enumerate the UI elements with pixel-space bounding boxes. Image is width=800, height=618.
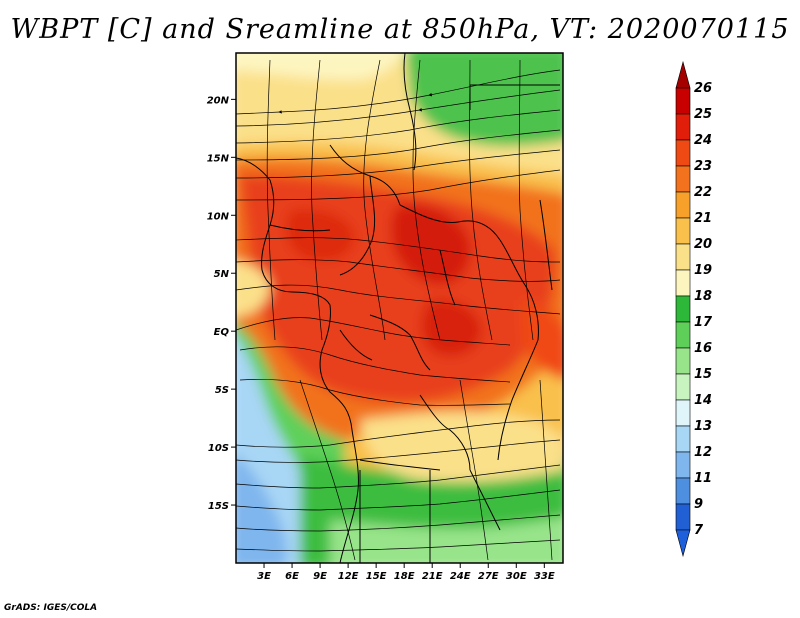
colorbar: 26 25 24 23 22 21 20 19 18 17 16 15 14 13 12 11 9 7 — [675, 60, 713, 558]
lat-tick-label: 10S — [208, 443, 229, 454]
grads-credit: GrADS: IGES/COLA — [4, 603, 98, 613]
colorbar-segment — [675, 60, 691, 89]
colorbar-segment — [675, 295, 691, 323]
colorbar-segment — [675, 503, 691, 531]
colorbar-segment — [675, 373, 691, 401]
colorbar-label: 20 — [694, 237, 712, 252]
lon-tick-label: 9E — [313, 571, 327, 582]
lat-tick-label: 15S — [208, 501, 229, 512]
colorbar-segment — [675, 347, 691, 375]
lat-tick-label: 5S — [215, 385, 229, 396]
streamlines — [236, 59, 561, 561]
lon-tick-label: 6E — [285, 571, 299, 582]
lon-tick-label: 15E — [366, 571, 387, 582]
colorbar-label: 26 — [694, 81, 712, 96]
colorbar-label: 18 — [694, 289, 712, 304]
map-title: WBPT [C] and Sreamline at 850hPa, VT: 20… — [10, 14, 790, 45]
country-borders — [236, 53, 560, 563]
plot-frame — [235, 52, 564, 564]
lat-tick-label: EQ — [214, 327, 230, 338]
colorbar-label: 7 — [694, 523, 704, 538]
colorbar-label: 21 — [694, 211, 712, 226]
lon-tick-label: 18E — [394, 571, 415, 582]
colorbar-segment — [675, 113, 691, 141]
lon-tick-label: 21E — [422, 571, 443, 582]
colorbar-segment — [675, 139, 691, 167]
lon-tick-label: 33E — [534, 571, 555, 582]
lat-tick-label: 5N — [214, 269, 230, 280]
lon-tick-label: 27E — [478, 571, 499, 582]
colorbar-segment — [675, 191, 691, 219]
colorbar-segment — [675, 451, 691, 479]
colorbar-segment — [675, 529, 691, 558]
lon-tick-label: 24E — [450, 571, 471, 582]
lat-tick-label: 10N — [207, 211, 230, 222]
lat-tick-label: 20N — [207, 95, 230, 106]
colorbar-label: 25 — [694, 107, 712, 122]
colorbar-label: 11 — [694, 471, 712, 486]
colorbar-label: 15 — [694, 367, 712, 382]
colorbar-label: 17 — [694, 315, 713, 330]
colorbar-segment — [675, 217, 691, 245]
colorbar-segment — [675, 87, 691, 115]
colorbar-label: 12 — [694, 445, 712, 460]
colorbar-label: 23 — [694, 159, 712, 174]
lon-tick-label: 3E — [257, 571, 271, 582]
colorbar-segment — [675, 243, 691, 271]
lon-tick-label: 12E — [338, 571, 359, 582]
colorbar-segment — [675, 425, 691, 453]
colorbar-label: 22 — [694, 185, 712, 200]
latitude-axis: 20N 15N 10N 5N EQ 5S 10S 15S — [207, 95, 236, 512]
colorbar-segment — [675, 165, 691, 193]
longitude-axis: 3E 6E 9E 12E 15E 18E 21E 24E 27E 30E 33E — [257, 563, 555, 582]
lon-tick-label: 30E — [506, 571, 527, 582]
colorbar-label: 13 — [694, 419, 712, 434]
map-plot-area — [236, 53, 563, 563]
colorbar-segment — [675, 399, 691, 427]
lat-tick-label: 15N — [207, 153, 230, 164]
colorbar-label: 14 — [694, 393, 712, 408]
wbpt-shaded-field — [236, 53, 563, 563]
colorbar-label: 16 — [694, 341, 712, 356]
colorbar-segment — [675, 269, 691, 297]
colorbar-segment — [675, 477, 691, 505]
colorbar-label: 9 — [694, 497, 703, 512]
colorbar-segment — [675, 321, 691, 349]
colorbar-label: 24 — [694, 133, 712, 148]
colorbar-label: 19 — [694, 263, 712, 278]
